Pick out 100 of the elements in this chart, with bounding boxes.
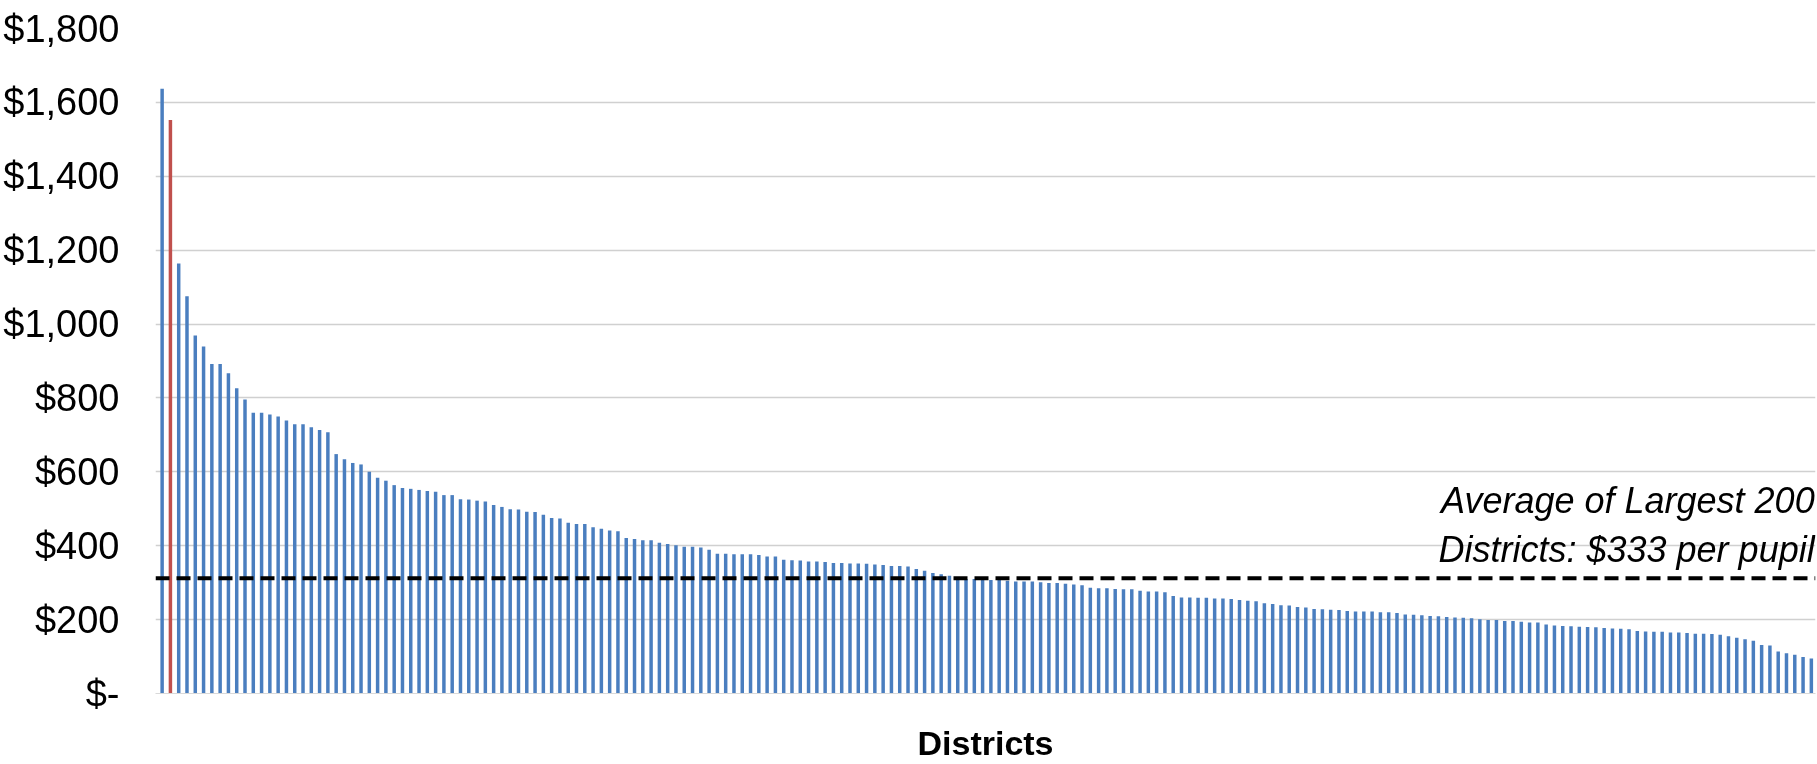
y-tick-label: $- <box>85 672 120 715</box>
bar <box>467 499 471 694</box>
y-tick-label: $400 <box>34 524 120 567</box>
bar <box>268 414 272 694</box>
y-tick-label: $600 <box>34 450 120 493</box>
y-tick-label: $1,000 <box>3 303 120 346</box>
bar <box>1594 627 1598 694</box>
bar <box>1047 583 1051 694</box>
bar <box>1420 615 1424 694</box>
bar <box>1536 622 1540 694</box>
bar <box>1569 626 1573 694</box>
bar <box>1246 600 1250 694</box>
bar <box>1478 619 1482 694</box>
bar <box>1229 598 1233 694</box>
bar <box>1188 597 1192 694</box>
bar <box>1138 590 1142 694</box>
bar <box>649 540 653 694</box>
bar <box>1428 615 1432 694</box>
bar <box>591 527 595 694</box>
bar <box>1511 621 1515 694</box>
bar <box>1072 584 1076 694</box>
bar <box>1793 654 1797 694</box>
bar <box>508 509 512 694</box>
y-tick-label: $1,600 <box>3 81 120 124</box>
bar <box>1287 605 1291 694</box>
bar <box>1254 601 1258 694</box>
bar <box>475 500 479 694</box>
bar <box>939 574 943 694</box>
bar <box>641 540 645 694</box>
bar <box>1660 631 1664 694</box>
bar <box>1395 612 1399 694</box>
bar <box>1312 608 1316 694</box>
bar <box>243 399 247 694</box>
bar <box>334 454 338 694</box>
bar <box>1685 632 1689 694</box>
bar <box>1080 585 1084 694</box>
bar <box>1486 619 1490 694</box>
bar <box>417 489 421 694</box>
bar <box>1105 588 1109 694</box>
bar <box>815 561 819 694</box>
y-tick-label: $1,800 <box>3 7 120 50</box>
y-tick-label: $1,400 <box>3 155 120 198</box>
y-tick-label: $800 <box>34 376 120 419</box>
bar <box>707 549 711 694</box>
bar <box>359 464 363 694</box>
bar <box>989 580 993 694</box>
bar <box>1196 597 1200 694</box>
bar <box>1627 629 1631 694</box>
bar <box>1022 581 1026 694</box>
bar <box>558 518 562 694</box>
bar <box>1113 588 1117 694</box>
bar <box>674 545 678 694</box>
bar <box>384 480 388 694</box>
x-axis-title: Districts <box>917 723 1054 762</box>
bar <box>616 531 620 694</box>
bar <box>276 416 280 694</box>
bar <box>1544 624 1548 694</box>
bar <box>1163 592 1167 694</box>
bar <box>732 554 736 694</box>
bar <box>442 495 446 694</box>
bar <box>765 556 769 694</box>
bar <box>525 511 529 694</box>
bar <box>699 547 703 694</box>
bar <box>848 563 852 694</box>
bar <box>1370 611 1374 694</box>
bar <box>1221 598 1225 694</box>
bar <box>210 363 214 694</box>
bar <box>1130 589 1134 694</box>
bar <box>931 573 935 694</box>
bar <box>823 561 827 694</box>
bar <box>997 580 1001 694</box>
bar <box>1055 583 1059 694</box>
bar <box>1602 628 1606 694</box>
bar <box>906 566 910 694</box>
bar <box>533 512 537 694</box>
bar <box>1337 610 1341 694</box>
bar <box>583 523 587 694</box>
bar <box>790 560 794 694</box>
bar <box>964 578 968 694</box>
bar <box>1735 637 1739 694</box>
bar <box>1453 617 1457 694</box>
bar <box>218 363 222 694</box>
bar <box>1768 645 1772 694</box>
annotation: Average of Largest 200 Districts: $333 per pupil <box>1438 480 1816 571</box>
bar <box>185 296 189 694</box>
bar <box>1279 605 1283 694</box>
bar <box>624 537 628 694</box>
bar <box>1801 656 1805 694</box>
bar <box>160 88 164 694</box>
bar <box>1362 611 1366 694</box>
bar <box>1776 651 1780 694</box>
bar <box>1710 634 1714 694</box>
bar <box>873 564 877 694</box>
bar <box>881 564 885 694</box>
bar <box>566 522 570 694</box>
bar <box>450 495 454 694</box>
bar <box>1743 639 1747 694</box>
y-tick-label: $200 <box>34 598 120 641</box>
bar <box>326 432 330 694</box>
bar <box>392 485 396 694</box>
